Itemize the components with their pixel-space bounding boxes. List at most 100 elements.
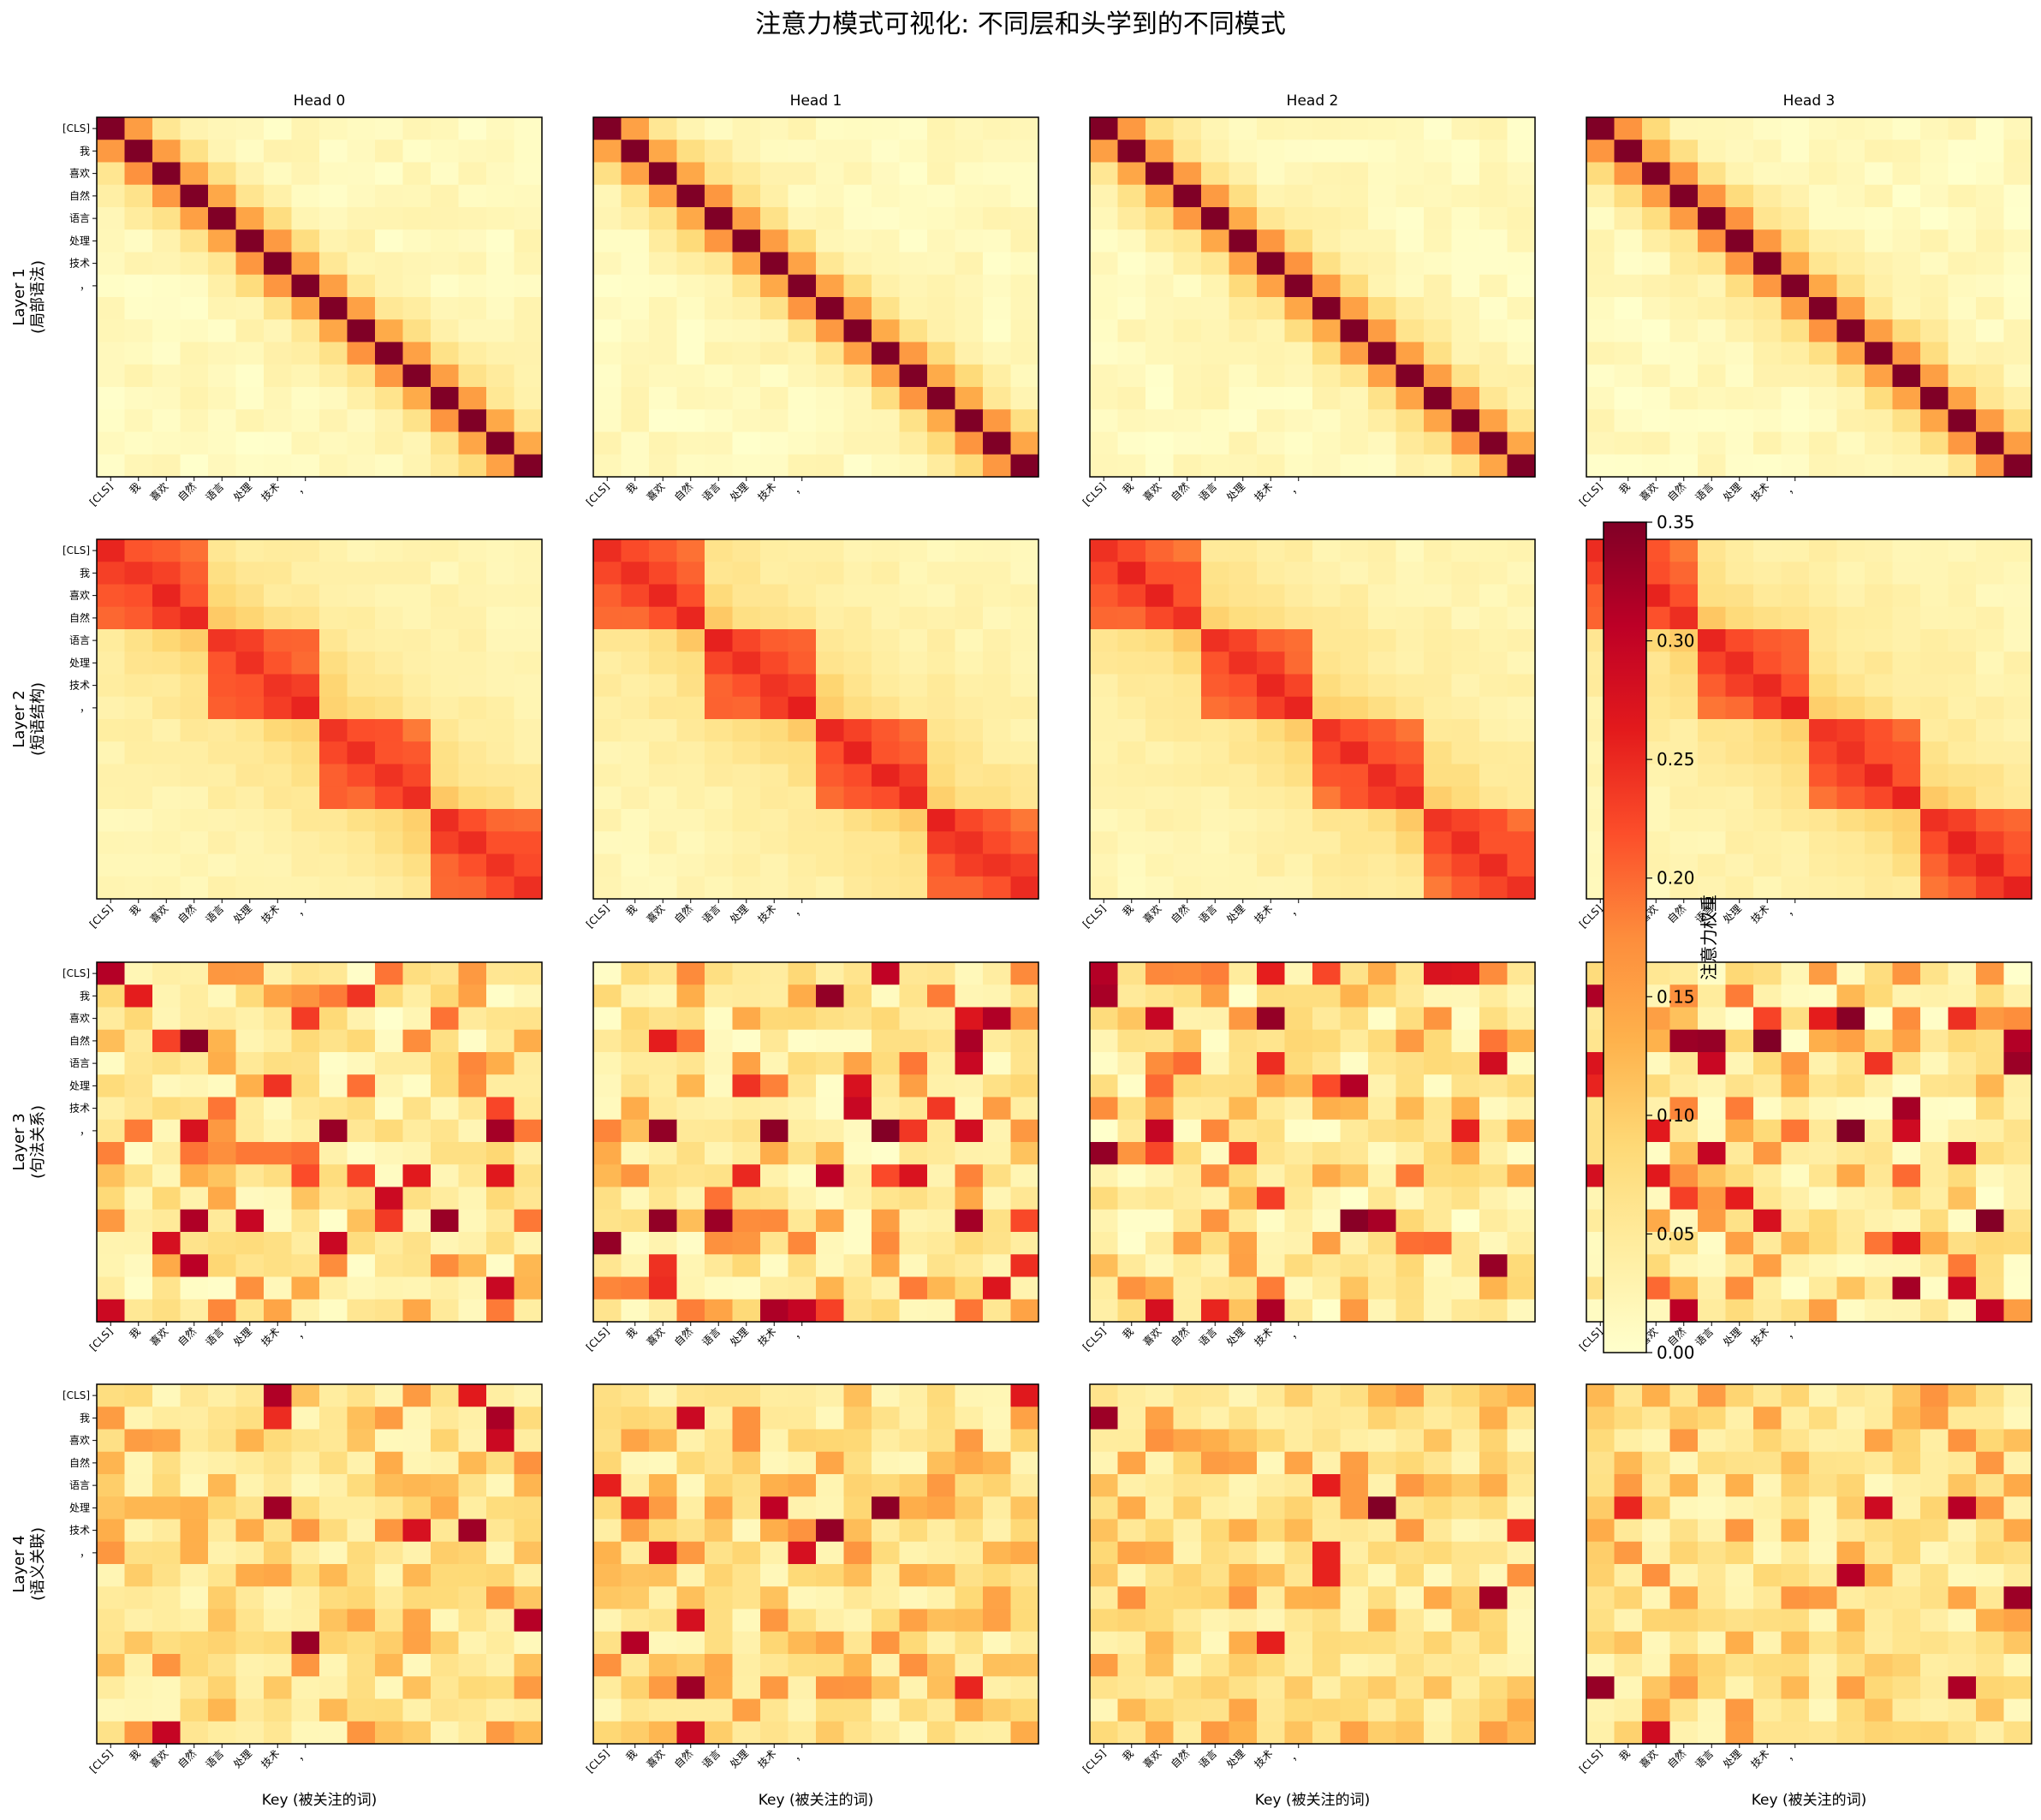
heatmap-cell [1920,1142,1949,1165]
heatmap-cell [1145,1429,1175,1453]
heatmap-cell [1340,562,1369,586]
x-tick-label: 喜欢 [644,902,668,926]
heatmap-cell [514,1429,543,1453]
heatmap-cell [291,1698,320,1722]
heatmap-cell [1368,1097,1397,1121]
heatmap-cell [927,140,956,164]
heatmap-cell [1229,1164,1258,1188]
heatmap-cell [1698,1654,1727,1677]
heatmap-cell [1395,1029,1425,1053]
heatmap-cell [843,431,872,455]
heatmap-cell [1669,1474,1699,1497]
heatmap-cell [649,387,678,410]
heatmap-cell [676,606,705,630]
heatmap-cell [458,1007,487,1031]
y-tick-label: ， [80,702,90,714]
heatmap-cell [97,1276,126,1300]
heatmap-cell [899,1029,928,1053]
heatmap-cell [235,431,265,455]
heatmap-cell [1479,1698,1508,1722]
heatmap-cell [788,1586,817,1610]
heatmap-cell [705,1541,734,1565]
heatmap-cell [705,1429,734,1453]
heatmap-cell [621,831,650,855]
heatmap-cell [152,539,181,562]
heatmap-cell [431,454,460,478]
heatmap-cell [347,1029,376,1053]
heatmap-cell [1312,1451,1342,1475]
heatmap-cell [621,984,650,1008]
heatmap-cell [208,274,237,298]
heatmap-cell [843,454,872,478]
heatmap-cell [1257,984,1286,1008]
heatmap-cell [514,162,543,186]
heatmap-cell [514,1541,543,1565]
x-tick-label: [CLS] [1080,1325,1109,1353]
heatmap-cell [983,984,1012,1008]
heatmap-cell [1173,207,1202,230]
heatmap-cell [621,117,650,140]
heatmap-cell [649,229,678,253]
heatmap-cell [431,984,460,1008]
heatmap-cell [2003,1164,2032,1188]
heatmap-cell [1284,809,1313,832]
heatmap-cell [1669,1299,1699,1323]
heatmap-cell [347,162,376,186]
heatmap-cell [1201,140,1230,164]
heatmap-cell [2003,1586,2032,1610]
heatmap-cell [621,962,650,985]
heatmap-cell [1284,539,1313,562]
heatmap-cell [1809,1209,1838,1233]
heatmap-cell [1948,1407,1977,1430]
heatmap-cell [97,719,126,742]
heatmap-cell [1451,1586,1480,1610]
heatmap-cell [1145,1474,1175,1497]
heatmap-cell [97,207,126,230]
heatmap-cell [1669,1232,1699,1255]
heatmap-cell [1892,342,1921,366]
heatmap-cell [760,606,789,630]
heatmap-cell [264,1187,293,1210]
heatmap-cell [1090,364,1119,388]
heatmap-cell [1479,1654,1508,1677]
x-tick-label: 技术 [1748,480,1771,503]
heatmap-cell [760,140,789,164]
heatmap-cell [1809,409,1838,433]
heatmap-cell [291,274,320,298]
heatmap-cell [816,606,845,630]
heatmap-cell [760,1496,789,1520]
heatmap-cell [760,274,789,298]
heatmap-cell [760,1586,789,1610]
heatmap-cell [899,1609,928,1633]
heatmap-cell [1257,1007,1286,1031]
heatmap-cell [1836,1052,1865,1075]
heatmap-cell [180,962,209,985]
heatmap-cell [1368,1276,1397,1300]
heatmap-cell [1010,1384,1039,1407]
heatmap-cell [899,696,928,720]
heatmap-cell [649,431,678,455]
heatmap-cell [872,696,901,720]
heatmap-cell [2003,1407,2032,1430]
heatmap-cell [124,1698,153,1722]
heatmap-cell [1312,1474,1342,1497]
heatmap-cell [1836,1519,1865,1543]
heatmap-cell [1892,454,1921,478]
heatmap-cell [152,741,181,765]
heatmap-cell [1010,431,1039,455]
x-tick-label: ， [1783,1747,1799,1763]
heatmap-cell [1698,1254,1727,1278]
heatmap-cell [1892,319,1921,343]
heatmap-cell [124,1276,153,1300]
heatmap-cell [1201,1007,1230,1031]
heatmap-cell [872,674,901,698]
heatmap-cell [899,1541,928,1565]
heatmap-cell [1145,606,1175,630]
heatmap-cell [1865,764,1894,788]
heatmap-cell [1312,962,1342,985]
heatmap-cell [180,342,209,366]
heatmap-cell [1395,1407,1425,1430]
heatmap-cell [1090,876,1119,900]
heatmap-cell [1145,1631,1175,1655]
heatmap-cell [180,1609,209,1633]
